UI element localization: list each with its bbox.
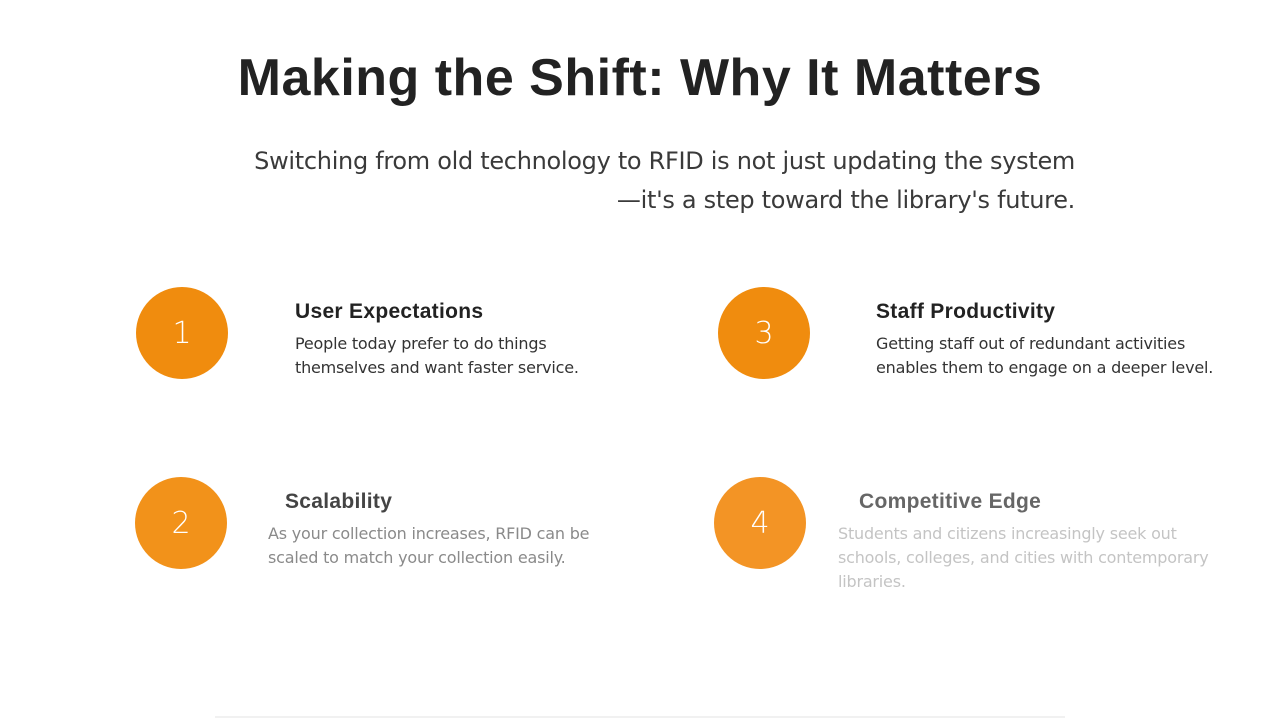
subtitle-line-2: —it's a step toward the library's future…: [616, 186, 1075, 214]
item-description-user-expectations: People today prefer to do things themsel…: [295, 334, 579, 377]
item-title-competitive-edge: Competitive Edge: [859, 490, 1042, 513]
item-description-staff-productivity: Getting staff out of redundant activitie…: [876, 334, 1214, 377]
subtitle-line-1: Switching from old technology to RFID is…: [254, 147, 1075, 175]
item-title-scalability: Scalability: [285, 490, 393, 513]
number-badge-2: 2: [135, 477, 227, 569]
item-description-competitive-edge: Students and citizens increasingly seek …: [838, 524, 1209, 591]
number-badge-4: 4: [714, 477, 806, 569]
number-badge-1: 1: [136, 287, 228, 379]
slide-subtitle: Switching from old technology to RFID is…: [195, 142, 1075, 220]
item-title-user-expectations: User Expectations: [295, 300, 484, 323]
number-badge-3: 3: [718, 287, 810, 379]
item-description-scalability: As your collection increases, RFID can b…: [268, 524, 590, 567]
bottom-divider: [215, 716, 1065, 718]
slide-title: Making the Shift: Why It Matters: [237, 49, 1043, 107]
item-title-staff-productivity: Staff Productivity: [876, 300, 1056, 323]
